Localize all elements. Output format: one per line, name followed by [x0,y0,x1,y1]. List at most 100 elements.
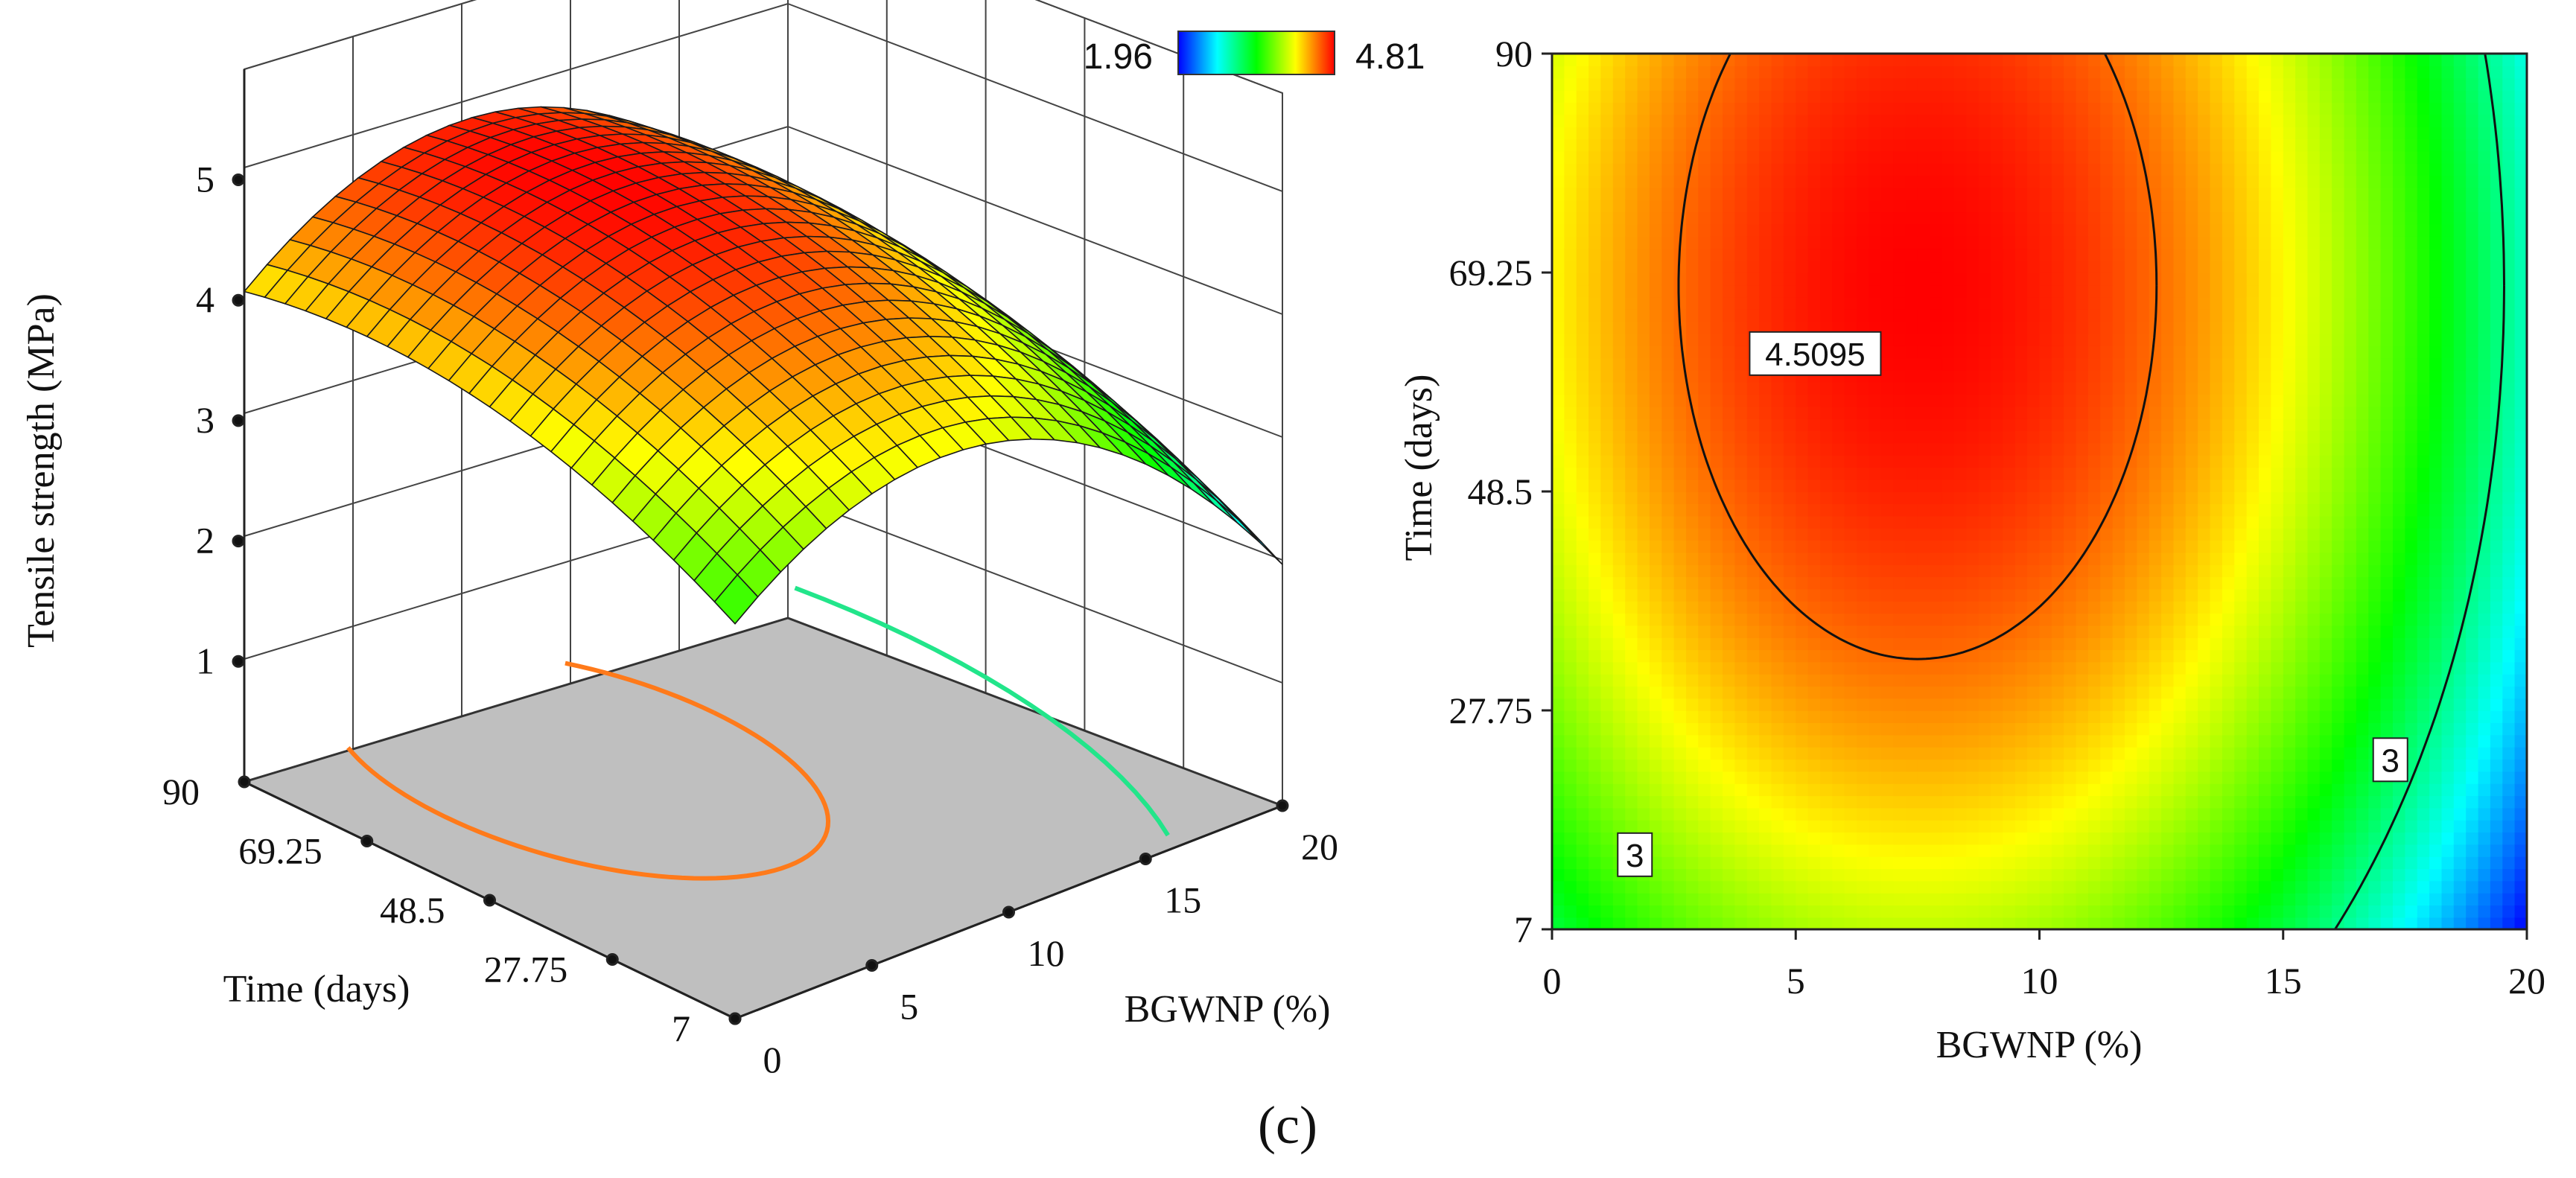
heatmap-cell [1661,187,1675,200]
heatmap-cell [1734,77,1748,91]
heatmap-cell [1552,734,1565,748]
heatmap-cell [1917,759,1931,772]
heatmap-cell [1820,528,1834,541]
heatmap-cell [2283,722,2296,736]
heatmap-cell [1966,139,1979,152]
heatmap-cell [1637,442,1650,456]
heatmap-cell [1978,442,1991,456]
heatmap-cell [1880,357,1894,371]
heatmap-cell [2064,369,2077,383]
heatmap-cell [2039,455,2052,468]
heatmap-cell [1723,200,1736,213]
heatmap-cell [1941,333,1955,346]
heatmap-cell [2014,807,2028,821]
heatmap-cell [1857,588,1870,602]
heatmap-cell [1746,868,1760,882]
heatmap-cell [2198,260,2211,273]
heatmap-cell [1844,552,1857,565]
heatmap-cell [1796,479,1809,492]
heatmap-cell [1978,503,1991,517]
heatmap-cell [1991,734,2004,748]
heatmap-cell [1941,90,1955,104]
heatmap-cell [1564,771,1577,784]
heatmap-cell [1661,236,1675,249]
heatmap-cell [1698,223,1711,237]
heatmap-cell [2100,418,2114,432]
heatmap-cell [2076,710,2089,724]
surface-mesh [243,106,1283,625]
heatmap-cell [2076,394,2089,407]
heatmap-cell [2271,588,2284,602]
heatmap-cell [1807,820,1821,833]
heatmap-cell [2149,467,2162,480]
heatmap-cell [1954,880,1968,894]
heatmap-cell [2259,150,2272,164]
heatmap-cell [1869,917,1882,929]
heatmap-cell [1991,528,2004,541]
heatmap-cell [1880,296,1894,310]
heatmap-cell [2222,844,2236,857]
heatmap-cell [2100,163,2114,176]
heatmap-cell [2173,564,2187,578]
heatmap-cell [1954,187,1968,200]
heatmap-cell [1857,674,1870,687]
heatmap-cell [2137,467,2150,480]
heatmap-cell [2161,515,2175,529]
heatmap-cell [2246,795,2259,809]
heatmap-cell [2259,698,2272,711]
heatmap-cell [2087,260,2102,273]
heatmap-cell [1869,223,1882,237]
heatmap-cell [2112,163,2125,176]
heatmap-cell [1637,77,1650,91]
heatmap-cell [2087,747,2102,760]
heatmap-cell [1991,503,2004,517]
heatmap-cell [2185,211,2198,225]
heatmap-cell [2259,515,2272,529]
heatmap-cell [2271,868,2284,882]
heatmap-cell [1698,273,1711,286]
heatmap-cell [2112,333,2125,346]
heatmap-cell [2137,637,2150,651]
heatmap-cell [2003,150,2016,164]
heatmap-cell [1552,795,1565,809]
heatmap-cell [1564,139,1577,152]
heatmap-cell [1941,503,1955,517]
heatmap-cell [1807,759,1821,772]
x-tick-label: 5 [900,986,918,1028]
heatmap-cell [2027,296,2041,310]
heatmap-cell [1686,734,1699,748]
heatmap-cell [1783,893,1797,906]
heatmap-cell [1820,917,1834,929]
heatmap-cell [2198,394,2211,407]
heatmap-cell [1600,649,1614,663]
heatmap-cell [1796,759,1809,772]
heatmap-cell [1954,613,1968,626]
heatmap-cell [1905,114,1918,127]
heatmap-cell [1637,346,1650,359]
heatmap-cell [1673,515,1687,529]
heatmap-cell [1564,503,1577,517]
heatmap-cell [1723,139,1736,152]
heatmap-cell [1723,442,1736,456]
x-tick-mark [1276,799,1289,812]
heatmap-cell [1954,625,1968,638]
heatmap-cell [2112,273,2125,286]
heatmap-cell [2014,442,2028,456]
heatmap-cell [1917,211,1931,225]
heatmap-cell [2271,893,2284,906]
heatmap-cell [1673,613,1687,626]
heatmap-cell [2234,236,2248,249]
heatmap-cell [2185,747,2198,760]
heatmap-cell [1966,455,1979,468]
heatmap-cell [1832,649,1845,663]
heatmap-cell [1844,77,1857,91]
heatmap-cell [1991,54,2004,67]
heatmap-cell [1941,905,1955,918]
heatmap-cell [1807,515,1821,529]
heatmap-cell [1771,491,1784,505]
heatmap-cell [1954,211,1968,225]
heatmap-cell [1588,163,1602,176]
heatmap-cell [2210,479,2223,492]
heatmap-cell [2185,321,2198,334]
heatmap-cell [1686,893,1699,906]
